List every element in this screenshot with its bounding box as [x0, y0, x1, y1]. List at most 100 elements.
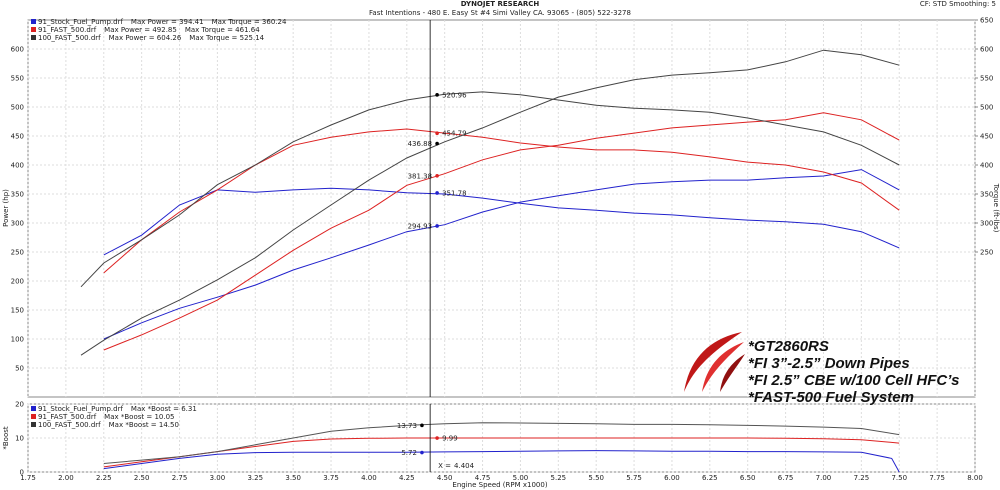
y2-tick-label: 350	[980, 191, 993, 199]
legend-entry: 100_FAST_500.drf Max Power = 604.26 Max To…	[38, 34, 265, 42]
x-tick-label: 5.50	[588, 474, 604, 482]
x-tick-label: 6.25	[702, 474, 718, 482]
x-tick-label: 1.75	[20, 474, 36, 482]
cursor-label: X = 4.404	[438, 462, 474, 470]
x-tick-label: 3.75	[323, 474, 339, 482]
series-line	[103, 128, 900, 274]
legend-boost: Max *Boost = 14.50	[109, 421, 179, 429]
cursor-text: X =	[438, 462, 451, 470]
y-tick-label: 250	[11, 249, 24, 257]
x-tick-label: 5.00	[513, 474, 529, 482]
y2-tick-label: 250	[980, 249, 993, 257]
series-line	[80, 49, 900, 356]
legend-swatch	[31, 406, 36, 411]
marker	[420, 450, 424, 455]
marker	[435, 93, 439, 97]
x-tick-label: 3.25	[247, 474, 263, 482]
marker	[435, 131, 439, 136]
legend-swatch	[31, 35, 36, 40]
marker	[435, 173, 439, 178]
marker-label: 454.79	[442, 130, 467, 138]
marker-label: 351.78	[442, 189, 467, 197]
y2-tick-label: 450	[980, 133, 993, 141]
y-axis-title: *Boost	[2, 426, 10, 450]
marker-label: 520.96	[442, 91, 467, 99]
y2-tick-label: 300	[980, 220, 993, 228]
x-tick-label: 5.25	[551, 474, 567, 482]
y-tick-label: 0	[20, 469, 24, 477]
x-tick-label: 6.00	[664, 474, 680, 482]
legend-swatch	[31, 27, 36, 32]
x-tick-label: 3.00	[210, 474, 226, 482]
x-tick-label: 2.00	[58, 474, 74, 482]
y-tick-label: 500	[11, 104, 24, 112]
y-tick-label: 450	[11, 133, 24, 141]
x-tick-label: 4.25	[399, 474, 415, 482]
legend-torque: Max Torque = 461.64	[185, 26, 260, 34]
note: *FAST-500 Fuel System	[748, 389, 914, 406]
y2-tick-label: 500	[980, 104, 993, 112]
y-tick-label: 100	[11, 336, 24, 344]
note: *GT2860RS	[748, 338, 829, 355]
plot: 5010015020025030035040045050055060025030…	[11, 17, 994, 483]
note: *FI 3”-2.5” Down Pipes	[748, 355, 910, 372]
x-tick-label: 2.75	[172, 474, 188, 482]
x-tick-label: 4.00	[361, 474, 377, 482]
series-line	[103, 450, 900, 473]
grid	[27, 20, 976, 473]
x-axis-title: Engine Speed (RPM x1000)	[452, 481, 547, 489]
marker	[435, 141, 439, 146]
legend-entry: 91_Stock_Fuel_Pump.drf Max *Boost = 6.31	[38, 405, 197, 413]
x-tick-label: 8.00	[967, 474, 983, 482]
legend-entry: 91_FAST_500.drf Max *Boost = 10.05	[38, 413, 174, 421]
y-tick-label: 300	[11, 220, 24, 228]
legend-name: 91_Stock_Fuel_Pump.drf	[38, 18, 123, 26]
y-tick-label: 350	[11, 191, 24, 199]
header-title: DYNOJET RESEARCH	[461, 0, 540, 8]
y-tick-label: 400	[11, 162, 24, 170]
y-tick-label: 20	[15, 401, 24, 409]
legend-entry: 100_FAST_500.drf Max *Boost = 14.50	[38, 421, 179, 429]
legend-boost: Max *Boost = 10.05	[104, 413, 174, 421]
series-line	[103, 422, 900, 464]
y-axis-title: Power (hp)	[2, 189, 10, 227]
series-line	[103, 169, 900, 340]
note: *FI 2.5” CBE w/100 Cell HFC’s	[748, 372, 959, 389]
logo	[684, 332, 745, 392]
legend-name: 100_FAST_500.drf	[38, 421, 101, 429]
marker-label: 5.72	[401, 449, 417, 457]
logo-swoosh	[684, 332, 742, 392]
marker-label: 381.38	[408, 172, 433, 180]
y2-tick-label: 600	[980, 46, 993, 54]
legend-power: Max Power = 492.85	[104, 26, 177, 34]
x-tick-label: 7.25	[854, 474, 870, 482]
legend-name: 91_FAST_500.drf	[38, 26, 97, 34]
marker-label: 13.73	[397, 422, 417, 430]
series-line	[103, 187, 900, 256]
marker	[435, 436, 439, 440]
x-tick-label: 6.50	[740, 474, 756, 482]
series-line	[80, 91, 900, 288]
legend-name: 91_Stock_Fuel_Pump.drf	[38, 405, 123, 413]
legend-boost: Max *Boost = 6.31	[131, 405, 197, 413]
cursor-value: 4.404	[454, 462, 475, 470]
y2-tick-label: 550	[980, 75, 993, 83]
legend-swatch	[31, 414, 36, 419]
header-settings: CF: STD Smoothing: 5	[920, 0, 996, 8]
y-tick-label: 50	[15, 365, 24, 373]
marker	[435, 224, 439, 228]
y-tick-label: 150	[11, 307, 24, 315]
x-tick-label: 6.75	[778, 474, 794, 482]
y2-tick-label: 400	[980, 162, 993, 170]
legend-name: 100_FAST_500.drf	[38, 34, 101, 42]
x-tick-label: 7.75	[929, 474, 945, 482]
x-tick-label: 3.50	[285, 474, 301, 482]
y-tick-label: 10	[15, 435, 24, 443]
y-tick-label: 200	[11, 278, 24, 286]
series-line	[103, 112, 900, 351]
marker	[420, 423, 424, 428]
legend-entry: 91_FAST_500.drf Max Power = 492.85 Max Tor…	[38, 26, 260, 34]
y2-tick-label: 650	[980, 17, 993, 25]
